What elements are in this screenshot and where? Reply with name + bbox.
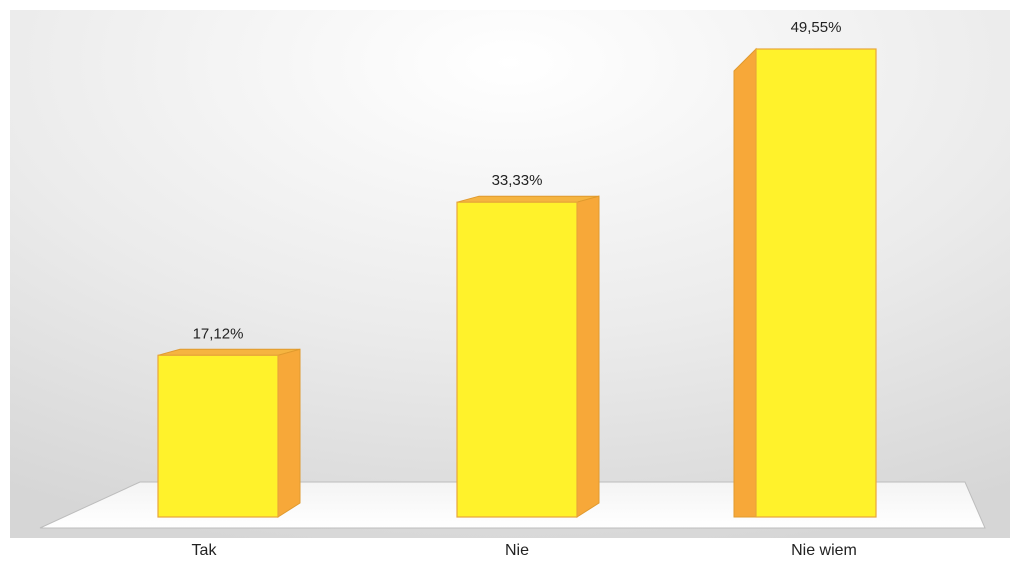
bar-top-tak	[157, 348, 301, 356]
category-label-tak: Tak	[192, 542, 218, 559]
data-label-tak: 17,12%	[193, 325, 244, 342]
data-labels-group: 17,12% 33,33% 49,55%	[193, 19, 842, 342]
data-label-nie-wiem: 49,55%	[791, 19, 842, 36]
category-labels-group: Tak Nie Nie wiem	[192, 542, 857, 559]
bar-tak	[157, 348, 301, 518]
bar-side-nie	[576, 195, 600, 518]
bar-front-tak	[157, 354, 279, 518]
bar-top-nie	[456, 195, 600, 203]
data-label-nie: 33,33%	[492, 172, 543, 189]
bar-front-nie-wiem	[755, 48, 877, 518]
category-label-nie-wiem: Nie wiem	[791, 542, 857, 559]
bars-group	[157, 47, 877, 518]
bar-nie	[456, 195, 600, 518]
category-label-nie: Nie	[505, 542, 529, 559]
bar-side-tak	[277, 348, 301, 518]
bar-side-nie-wiem	[733, 47, 757, 518]
bar-front-nie	[456, 201, 578, 518]
bar-nie-wiem	[733, 47, 877, 518]
